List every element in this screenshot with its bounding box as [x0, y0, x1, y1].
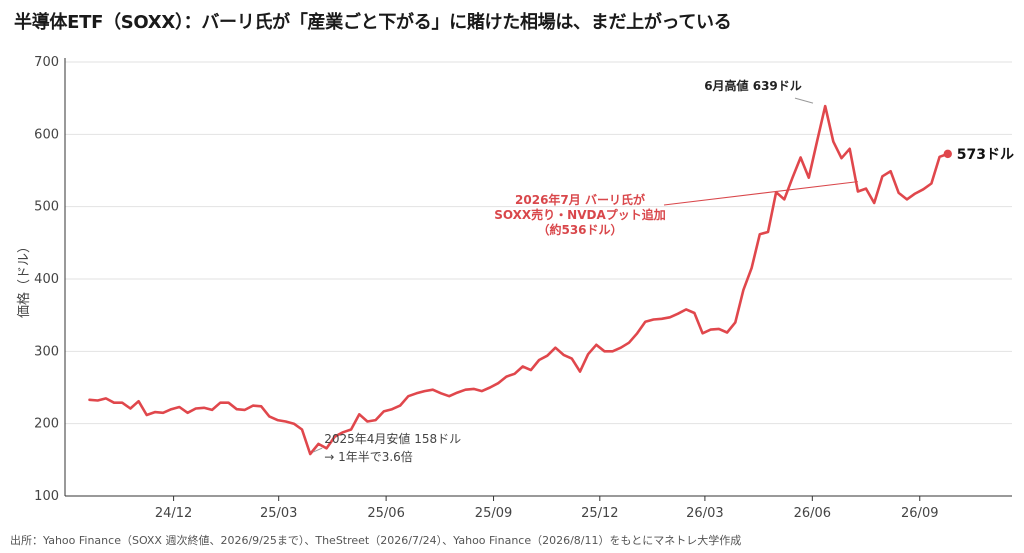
y-tick-label: 500	[34, 200, 59, 215]
y-tick-label: 100	[34, 489, 59, 504]
burry-annotation-line: （約536ドル）	[537, 222, 622, 237]
peak-annotation: 6月高値 639ドル	[704, 78, 802, 93]
x-tick-label: 25/06	[367, 506, 404, 521]
source-note: 出所：Yahoo Finance（SOXX 週次終値、2026/9/25まで）、…	[10, 534, 742, 547]
y-axis-label: 価格（ドル）	[16, 240, 32, 318]
end-point-marker	[943, 149, 952, 159]
annotations: 6月高値 639ドル 2025年4月安値 158ドル → 1年半で3.6倍 2026年…	[313, 78, 858, 464]
series-line-soxx	[88, 104, 950, 456]
x-tick-label: 24/12	[155, 506, 192, 521]
y-tick-label: 700	[34, 55, 59, 70]
burry-leader-line	[663, 181, 858, 206]
burry-annotation-line: SOXX売り・NVDAプット追加	[494, 207, 666, 222]
y-axis: 100 200 300 400 500 600 700	[34, 55, 66, 504]
x-tick-label: 25/12	[581, 506, 618, 521]
x-axis: 24/12 25/03 25/06 25/09 25/12 26/03 26/06 26/09	[65, 495, 1012, 521]
y-tick-label: 200	[34, 417, 59, 432]
x-tick-label: 25/09	[475, 506, 512, 521]
grid-lines	[65, 61, 1012, 425]
burry-annotation-line: 2026年7月 バーリ氏が	[515, 192, 645, 207]
y-tick-label: 300	[34, 344, 59, 359]
low-annotation: 2025年4月安値 158ドル	[324, 431, 461, 446]
y-tick-label: 600	[34, 127, 59, 142]
peak-leader-line	[794, 97, 814, 104]
chart-title: 半導体ETF（SOXX）：バーリ氏が「産業ごと下がる」に賭けた相場は、まだ上がっ…	[14, 12, 732, 33]
y-tick-label: 400	[34, 272, 59, 287]
x-tick-label: 26/03	[686, 506, 723, 521]
x-tick-label: 26/09	[901, 506, 938, 521]
end-value-label: 573ドル	[957, 147, 1014, 163]
low-leader-line	[313, 447, 323, 453]
growth-annotation: → 1年半で3.6倍	[324, 449, 413, 464]
x-tick-label: 25/03	[260, 506, 297, 521]
plot-area: 573ドル	[88, 104, 1014, 456]
x-tick-label: 26/06	[794, 506, 831, 521]
